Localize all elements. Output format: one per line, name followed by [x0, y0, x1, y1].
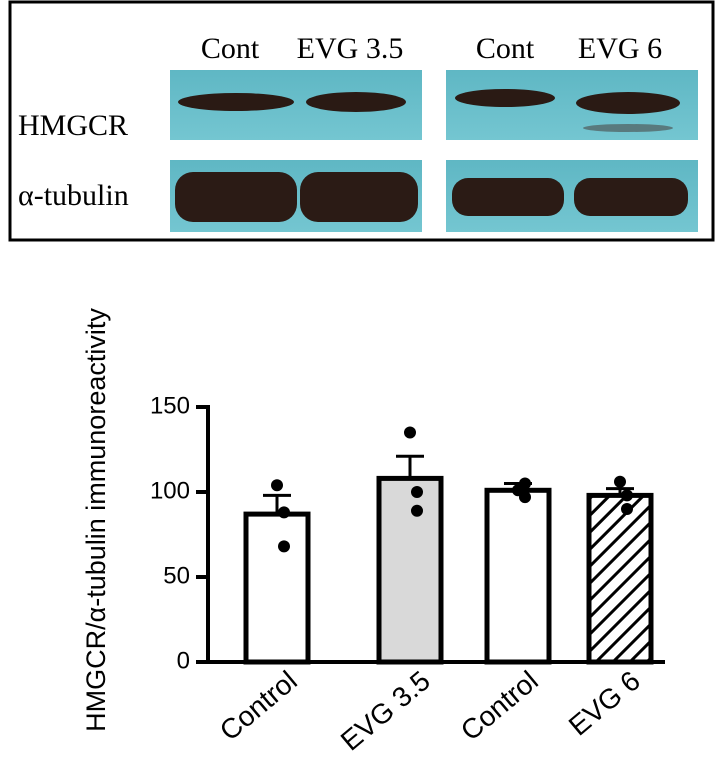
row-label: HMGCR: [18, 109, 128, 142]
data-point: [271, 479, 283, 492]
data-point: [621, 503, 633, 515]
lane-label: EVG 6: [578, 32, 662, 65]
y-tick-label: 50: [163, 562, 190, 589]
lane-label: EVG 3.5: [297, 32, 404, 65]
data-point: [278, 506, 290, 519]
data-point: [614, 475, 626, 488]
bar: [586, 492, 654, 665]
lane-label: Cont: [201, 32, 260, 65]
bar: [243, 511, 311, 665]
data-point: [278, 540, 290, 553]
data-point: [404, 426, 416, 439]
x-tick-label: EVG 3.5: [335, 665, 436, 757]
y-tick-label: 150: [150, 392, 190, 419]
data-point: [519, 491, 531, 504]
x-tick-label: Control: [214, 665, 303, 747]
data-point: [411, 486, 423, 498]
y-tick-label: 0: [177, 647, 190, 674]
blot-images: [170, 70, 698, 232]
data-point: [519, 477, 531, 490]
row-label: α-tubulin: [18, 179, 129, 212]
bar: [484, 487, 552, 665]
y-tick-label: 100: [150, 477, 190, 504]
data-point: [411, 504, 423, 517]
x-tick-label: EVG 6: [563, 665, 646, 742]
x-tick-label: Control: [455, 665, 544, 747]
data-point: [621, 489, 633, 502]
bar: [376, 475, 444, 665]
y-axis-label: HMGCR/α-tubulin immunoreactivity: [81, 308, 111, 732]
lane-label: Cont: [476, 32, 535, 65]
